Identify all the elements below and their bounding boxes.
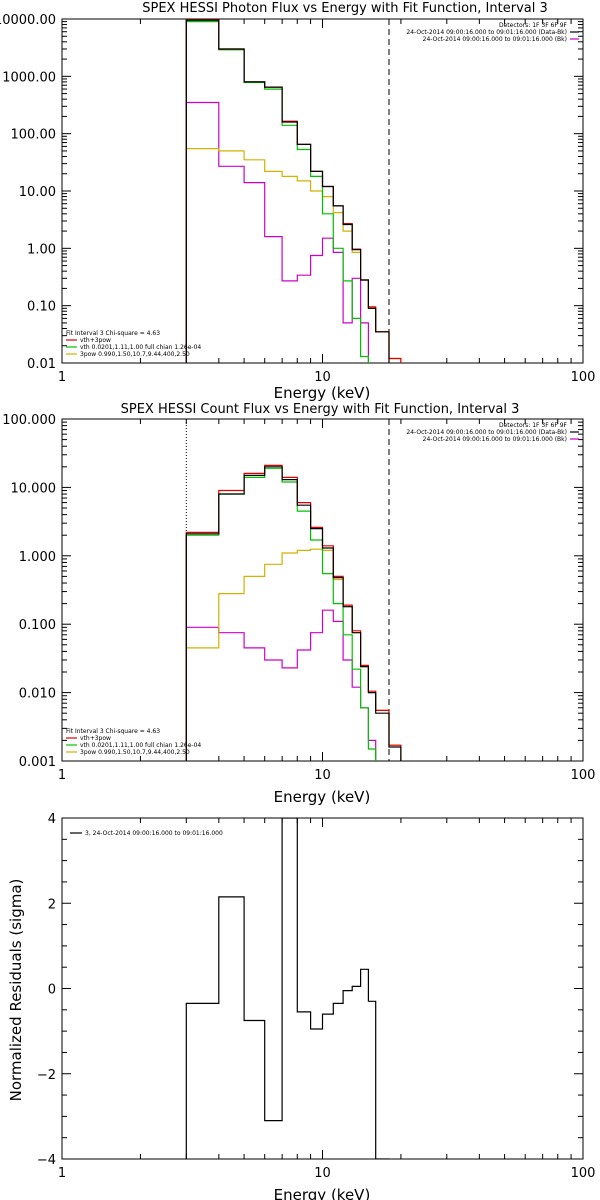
legend-text: Detectors: 1F 3F 6F 9F bbox=[499, 422, 568, 429]
legend-text: vth+3pow bbox=[80, 735, 111, 742]
x-tick-label: 1 bbox=[58, 370, 66, 385]
x-axis-label: Energy (keV) bbox=[274, 788, 371, 806]
x-tick-label: 100 bbox=[571, 370, 596, 385]
x-tick-label: 10 bbox=[314, 768, 331, 783]
y-tick-label: 0.10 bbox=[27, 300, 56, 315]
y-tick-label: 0.010 bbox=[19, 687, 56, 702]
legend-text: Detectors: 1F 3F 6F 9F bbox=[499, 22, 568, 29]
x-tick-label: 100 bbox=[571, 768, 596, 783]
legend-text: vth 0.0201,1.11,1.00 full chian 1.26e-04 bbox=[80, 344, 201, 351]
legend-text: 3pow 0.990,1.50,10.7,9.44,400,2.50 bbox=[80, 749, 190, 756]
series-data-bk bbox=[185, 466, 402, 761]
x-axis-label: Energy (keV) bbox=[274, 384, 371, 402]
legend-text: 24-Oct-2014 09:00:16.000 to 09:01:16.000… bbox=[423, 436, 567, 443]
series-bk bbox=[185, 609, 377, 761]
x-tick-label: 10 bbox=[314, 370, 331, 385]
y-tick-label: 0.001 bbox=[19, 755, 56, 770]
series-data-bk bbox=[185, 19, 390, 363]
y-tick-label: 100.00 bbox=[11, 128, 57, 143]
plot-frame bbox=[61, 817, 584, 1160]
legend-text: 3pow 0.990,1.50,10.7,9.44,400,2.50 bbox=[80, 351, 190, 358]
photon-flux-panel: SPEX HESSI Photon Flux vs Energy with Fi… bbox=[0, 1, 596, 402]
x-tick-label: 10 bbox=[314, 1166, 331, 1181]
legend-text: vth+3pow bbox=[80, 337, 111, 344]
x-tick-label: 1 bbox=[58, 1166, 66, 1181]
y-tick-label: 1000.00 bbox=[2, 70, 56, 85]
series-bk bbox=[185, 101, 369, 363]
y-tick-label: 0.01 bbox=[27, 357, 56, 372]
y-tick-label: 2 bbox=[48, 897, 56, 912]
series-3pow bbox=[185, 148, 402, 363]
y-tick-label: 1.000 bbox=[19, 550, 56, 565]
y-tick-label: −2 bbox=[37, 1068, 56, 1083]
residuals-panel: Energy (keV) Normalized Residuals (sigma… bbox=[7, 812, 595, 1200]
count-flux-panel: SPEX HESSI Count Flux vs Energy with Fit… bbox=[2, 402, 595, 806]
series-3pow bbox=[185, 548, 402, 761]
y-tick-label: −4 bbox=[37, 1153, 56, 1168]
legend-text: 24-Oct-2014 09:00:16.000 to 09:01:16.000… bbox=[406, 429, 567, 436]
legend-text: vth 0.0201,1.11,1.00 full chian 1.26e-04 bbox=[80, 742, 201, 749]
x-tick-label: 100 bbox=[571, 1166, 596, 1181]
y-tick-label: 10.000 bbox=[11, 481, 57, 496]
y-tick-label: 10.00 bbox=[19, 185, 56, 200]
y-tick-label: 4 bbox=[48, 812, 56, 827]
y-tick-label: 100.000 bbox=[2, 413, 56, 428]
series-vth-3pow bbox=[185, 464, 402, 761]
chart-title: SPEX HESSI Photon Flux vs Energy with Fi… bbox=[142, 1, 548, 16]
legend-text: 24-Oct-2014 09:00:16.000 to 09:01:16.000… bbox=[423, 36, 567, 43]
legend-text: Fit Interval 3 Chi-square = 4.63 bbox=[66, 330, 160, 337]
series-3-24-oct-2014-09-00-16-000-to-09-01-16-000 bbox=[185, 818, 390, 1159]
y-tick-label: 10000.00 bbox=[0, 13, 56, 28]
series-vth bbox=[185, 21, 369, 363]
legend-text: 24-Oct-2014 09:00:16.000 to 09:01:16.000… bbox=[406, 29, 567, 36]
y-tick-label: 1.00 bbox=[27, 242, 56, 257]
legend-text: Fit Interval 3 Chi-square = 4.63 bbox=[66, 728, 160, 735]
chart-title: SPEX HESSI Count Flux vs Energy with Fit… bbox=[121, 402, 520, 417]
y-axis-label: Normalized Residuals (sigma) bbox=[7, 879, 25, 1102]
x-tick-label: 1 bbox=[58, 768, 66, 783]
y-tick-label: 0 bbox=[48, 983, 56, 998]
plot-frame bbox=[61, 418, 584, 762]
series-vth bbox=[185, 467, 377, 761]
y-tick-label: 0.100 bbox=[19, 618, 56, 633]
series-vth-3pow bbox=[185, 19, 402, 363]
x-axis-label: Energy (keV) bbox=[274, 1186, 371, 1200]
legend-text: 3, 24-Oct-2014 09:00:16.000 to 09:01:16.… bbox=[85, 830, 223, 837]
